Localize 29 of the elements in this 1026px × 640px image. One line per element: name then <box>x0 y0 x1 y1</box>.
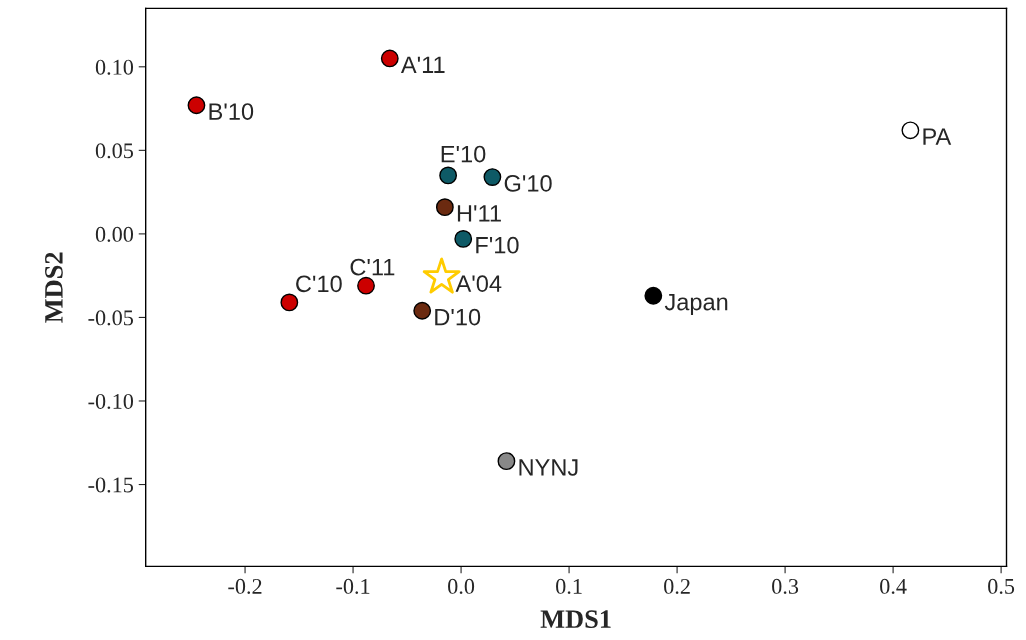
x-tick-label: 0.5 <box>988 578 1015 594</box>
y-tick-label: 0.10 <box>95 59 134 75</box>
y-tick-label: -0.15 <box>88 477 134 493</box>
x-axis-title: MDS1 <box>540 610 611 629</box>
annotation: G'10 <box>504 175 552 192</box>
x-tick-label: 0.2 <box>664 578 690 594</box>
annotation: A'11 <box>400 56 445 73</box>
y-tick-label: 0.00 <box>95 226 134 242</box>
annotation: H'11 <box>457 205 501 222</box>
y-tick-label: 0.05 <box>95 143 134 159</box>
x-tick-label: -0.1 <box>336 578 370 594</box>
annotation: C'11 <box>350 258 395 276</box>
annotation: A'04 <box>455 275 502 293</box>
x-tick-label: 0.4 <box>880 578 907 594</box>
y-tick-label: -0.10 <box>88 393 134 410</box>
x-tick-label: 0.1 <box>556 578 582 594</box>
annotation: C'10 <box>296 275 342 293</box>
annotation: E'10 <box>441 145 486 163</box>
annotation: D'10 <box>435 308 481 326</box>
annotation: Japan <box>664 293 728 316</box>
annotation: PA <box>923 128 952 145</box>
y-axis-title: MDS2 <box>45 252 63 323</box>
annotation: NYNJ <box>519 459 578 476</box>
x-tick-label: 0.0 <box>448 578 475 594</box>
x-tick-label: 0.3 <box>772 578 799 594</box>
x-tick-label: -0.2 <box>228 578 262 594</box>
y-tick-label: -0.05 <box>88 310 134 326</box>
annotation: F'10 <box>476 236 519 254</box>
annotation: B'10 <box>209 103 254 120</box>
